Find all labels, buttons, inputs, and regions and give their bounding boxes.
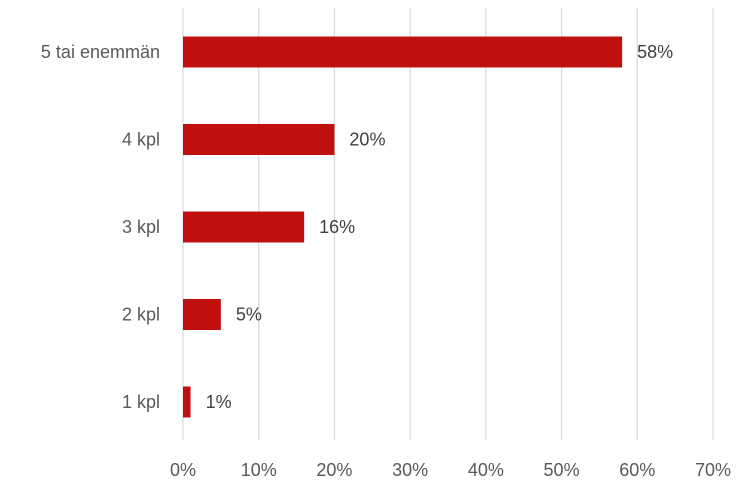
bar	[183, 211, 305, 243]
category-label: 2 kpl	[122, 305, 160, 325]
category-label: 1 kpl	[122, 392, 160, 412]
bars	[183, 36, 623, 418]
data-label: 20%	[349, 130, 385, 150]
bar	[183, 124, 335, 155]
category-labels: 5 tai enemmän 4 kpl 3 kpl 2 kpl 1 kpl	[41, 42, 160, 412]
bar	[183, 299, 221, 330]
x-tick-label: 30%	[392, 460, 428, 480]
category-label: 5 tai enemmän	[41, 42, 160, 62]
data-label: 1%	[206, 392, 232, 412]
x-tick-label: 40%	[468, 460, 504, 480]
data-label: 58%	[637, 42, 673, 62]
category-label: 4 kpl	[122, 130, 160, 150]
x-tick-label: 10%	[241, 460, 277, 480]
x-tick-label: 20%	[316, 460, 352, 480]
category-label: 3 kpl	[122, 217, 160, 237]
x-tick-label: 0%	[170, 460, 196, 480]
gridlines	[182, 8, 714, 440]
data-label: 5%	[236, 305, 262, 325]
x-tick-label: 60%	[619, 460, 655, 480]
data-labels: 58% 20% 16% 5% 1%	[206, 42, 674, 412]
x-tick-label: 50%	[544, 460, 580, 480]
bar	[183, 36, 623, 68]
x-tick-label: 70%	[695, 460, 731, 480]
x-axis-tick-labels: 0% 10% 20% 30% 40% 50% 60% 70%	[170, 460, 731, 480]
data-label: 16%	[319, 217, 355, 237]
bar	[183, 386, 191, 418]
